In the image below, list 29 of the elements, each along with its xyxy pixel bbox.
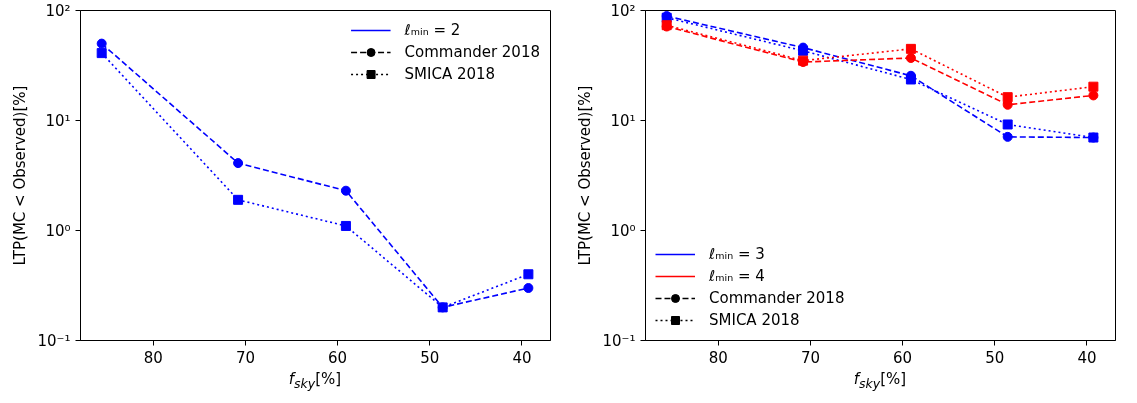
y-axis-title: LTP(MC < Observed)[%] — [11, 85, 30, 266]
legend-label: ℓₘᵢₙ = 3 — [709, 245, 765, 263]
y-axis-title: LTP(MC < Observed)[%] — [576, 85, 595, 266]
x-tick-label: 80 — [708, 348, 728, 367]
legend-label: SMICA 2018 — [404, 65, 496, 83]
x-axis-title: f$_{sky}$[%] — [852, 370, 908, 393]
legend-label: ℓₘᵢₙ = 2 — [404, 21, 461, 39]
y-tick-label: 10⁰ — [610, 221, 636, 240]
legend-label: ℓₘᵢₙ = 4 — [709, 267, 765, 285]
x-tick-label: 50 — [985, 348, 1005, 367]
x-tick-label: 60 — [328, 348, 348, 367]
y-tick-label: 10² — [610, 1, 636, 20]
x-tick-label: 70 — [235, 348, 256, 367]
y-tick-label: 10⁻¹ — [602, 331, 636, 350]
legend-label: Commander 2018 — [709, 289, 845, 307]
x-tick-label: 60 — [893, 348, 913, 367]
y-tick-label: 10⁻¹ — [37, 331, 71, 350]
x-tick-label: 80 — [143, 348, 163, 367]
x-axis-title: f$_{sky}$[%] — [287, 370, 343, 393]
y-tick-label: 10¹ — [610, 111, 636, 130]
y-tick-label: 10¹ — [45, 111, 71, 130]
y-tick-label: 10⁰ — [45, 221, 71, 240]
x-tick-label: 40 — [512, 348, 532, 367]
x-tick-label: 40 — [1077, 348, 1097, 367]
x-tick-label: 50 — [420, 348, 440, 367]
legend-label: SMICA 2018 — [709, 311, 800, 329]
x-tick-label: 70 — [800, 348, 821, 367]
y-tick-label: 10² — [45, 1, 71, 20]
legend-label: Commander 2018 — [404, 43, 540, 61]
